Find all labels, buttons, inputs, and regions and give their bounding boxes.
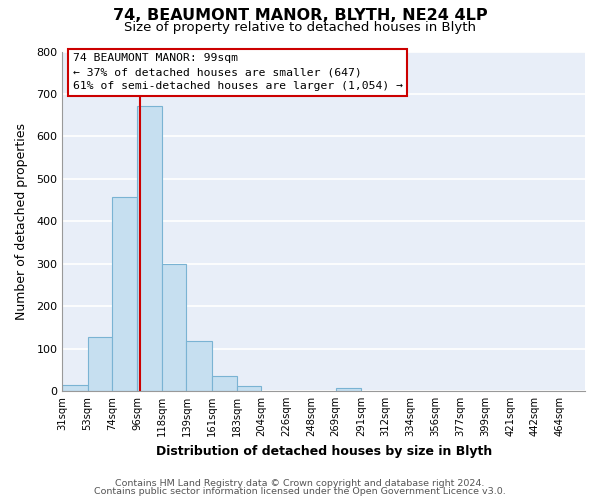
Bar (137, 106, 162, 391)
Bar (336, 388, 361, 391)
Text: Contains public sector information licensed under the Open Government Licence v3: Contains public sector information licen… (94, 487, 506, 496)
Bar (162, 264, 187, 391)
X-axis label: Distribution of detached houses by size in Blyth: Distribution of detached houses by size … (155, 444, 492, 458)
Bar (237, 386, 261, 391)
Bar (88, 337, 112, 391)
Y-axis label: Number of detached properties: Number of detached properties (15, 122, 28, 320)
Bar (62, 384, 88, 391)
Text: Contains HM Land Registry data © Crown copyright and database right 2024.: Contains HM Land Registry data © Crown c… (115, 478, 485, 488)
Text: 74, BEAUMONT MANOR, BLYTH, NE24 4LP: 74, BEAUMONT MANOR, BLYTH, NE24 4LP (113, 8, 487, 22)
Bar (187, 342, 212, 391)
Text: 74 BEAUMONT MANOR: 99sqm
← 37% of detached houses are smaller (647)
61% of semi-: 74 BEAUMONT MANOR: 99sqm ← 37% of detach… (73, 53, 403, 91)
Bar (212, 376, 237, 391)
Text: Size of property relative to detached houses in Blyth: Size of property relative to detached ho… (124, 22, 476, 35)
Bar (112, 197, 137, 391)
